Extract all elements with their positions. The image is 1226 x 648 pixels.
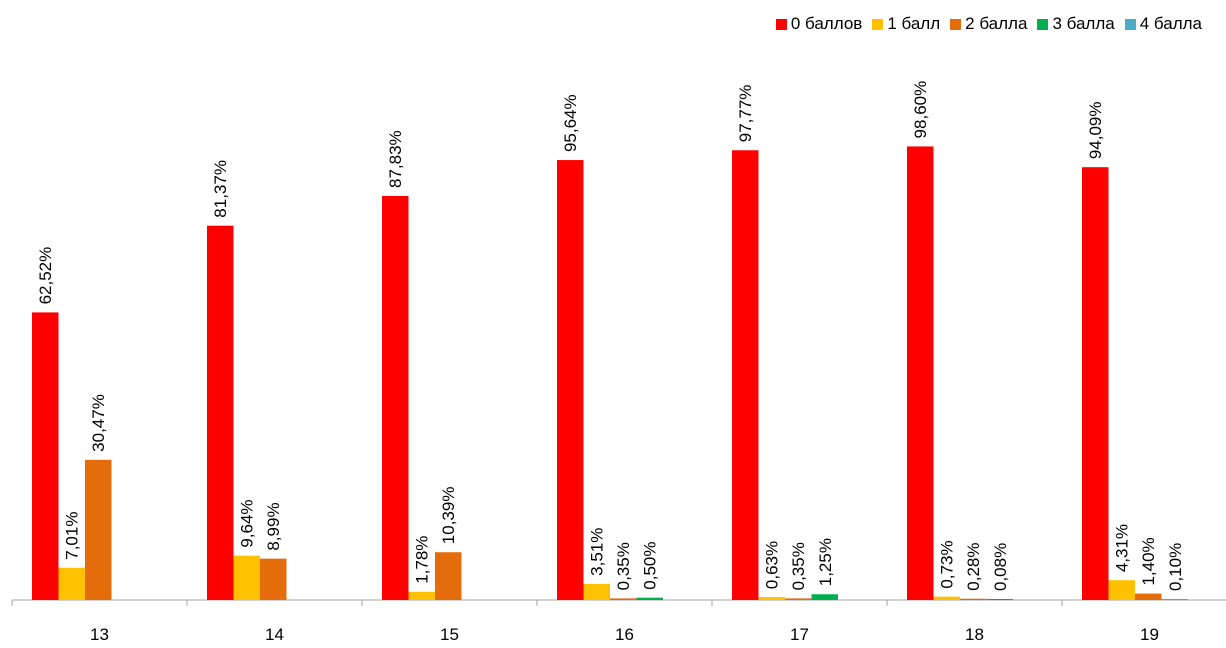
legend-swatch xyxy=(775,18,787,30)
legend-item-0: 0 баллов xyxy=(775,14,863,34)
bar xyxy=(408,591,435,600)
data-label: 10,39% xyxy=(439,487,458,545)
x-tick-label: 13 xyxy=(90,625,109,644)
bar xyxy=(583,583,610,600)
chart-legend: 0 баллов 1 балл 2 балла 3 балла 4 балла xyxy=(775,14,1202,34)
bar xyxy=(907,146,934,600)
data-label: 1,78% xyxy=(413,536,432,584)
data-label: 4,31% xyxy=(1113,524,1132,572)
data-label: 3,51% xyxy=(588,528,607,576)
bar xyxy=(811,594,838,600)
bar xyxy=(382,195,409,600)
data-label: 81,37% xyxy=(211,160,230,218)
x-tick-label: 17 xyxy=(790,625,809,644)
data-label: 95,64% xyxy=(561,94,580,152)
data-label: 0,35% xyxy=(789,542,808,590)
data-label: 0,50% xyxy=(641,541,660,589)
bar xyxy=(58,567,85,600)
bar xyxy=(1082,167,1109,600)
data-label: 0,35% xyxy=(614,542,633,590)
bar xyxy=(1108,580,1135,600)
data-label: 30,47% xyxy=(89,394,108,452)
bar xyxy=(1135,593,1162,600)
legend-swatch xyxy=(1037,18,1049,30)
data-label: 1,40% xyxy=(1139,537,1158,585)
data-label: 94,09% xyxy=(1086,102,1105,160)
legend-label: 4 балла xyxy=(1139,14,1202,33)
legend-label: 3 балла xyxy=(1052,14,1115,33)
data-label: 9,64% xyxy=(238,499,257,547)
bar xyxy=(207,225,234,600)
legend-swatch xyxy=(872,18,884,30)
bar xyxy=(933,596,960,600)
legend-label: 0 баллов xyxy=(790,14,863,33)
data-label: 1,25% xyxy=(816,538,835,586)
bar xyxy=(758,597,785,600)
data-label: 7,01% xyxy=(63,512,82,560)
legend-swatch xyxy=(1124,18,1136,30)
data-label: 62,52% xyxy=(36,247,55,305)
data-label: 87,83% xyxy=(386,130,405,188)
bar xyxy=(986,599,1013,600)
legend-label: 1 балл xyxy=(887,14,941,33)
legend-swatch xyxy=(950,18,962,30)
x-tick-label: 16 xyxy=(615,625,634,644)
bar xyxy=(233,555,260,600)
bar xyxy=(785,598,812,600)
bar xyxy=(610,598,637,600)
bar xyxy=(636,597,663,600)
data-label: 0,28% xyxy=(964,543,983,591)
data-label: 0,08% xyxy=(991,543,1010,591)
bar xyxy=(960,598,987,600)
data-label: 97,77% xyxy=(736,85,755,143)
legend-item-3: 3 балла xyxy=(1037,14,1115,34)
bar xyxy=(557,160,584,600)
x-tick-label: 18 xyxy=(965,625,984,644)
bar xyxy=(435,552,462,600)
x-tick-label: 14 xyxy=(265,625,284,644)
bar xyxy=(1161,599,1188,600)
data-label: 0,10% xyxy=(1166,543,1185,591)
legend-item-2: 2 балла xyxy=(950,14,1027,34)
x-tick-label: 15 xyxy=(440,625,459,644)
bar xyxy=(32,312,59,600)
data-label: 98,60% xyxy=(911,81,930,139)
data-label: 8,99% xyxy=(264,502,283,550)
x-tick-label: 19 xyxy=(1140,625,1159,644)
data-label: 0,63% xyxy=(763,541,782,589)
legend-label: 2 балла xyxy=(965,14,1028,33)
data-label: 0,73% xyxy=(938,540,957,588)
legend-item-4: 4 балла xyxy=(1124,14,1202,34)
bar xyxy=(732,150,759,600)
bar xyxy=(260,558,287,600)
legend-item-1: 1 балл xyxy=(872,14,940,34)
bar xyxy=(85,459,112,600)
